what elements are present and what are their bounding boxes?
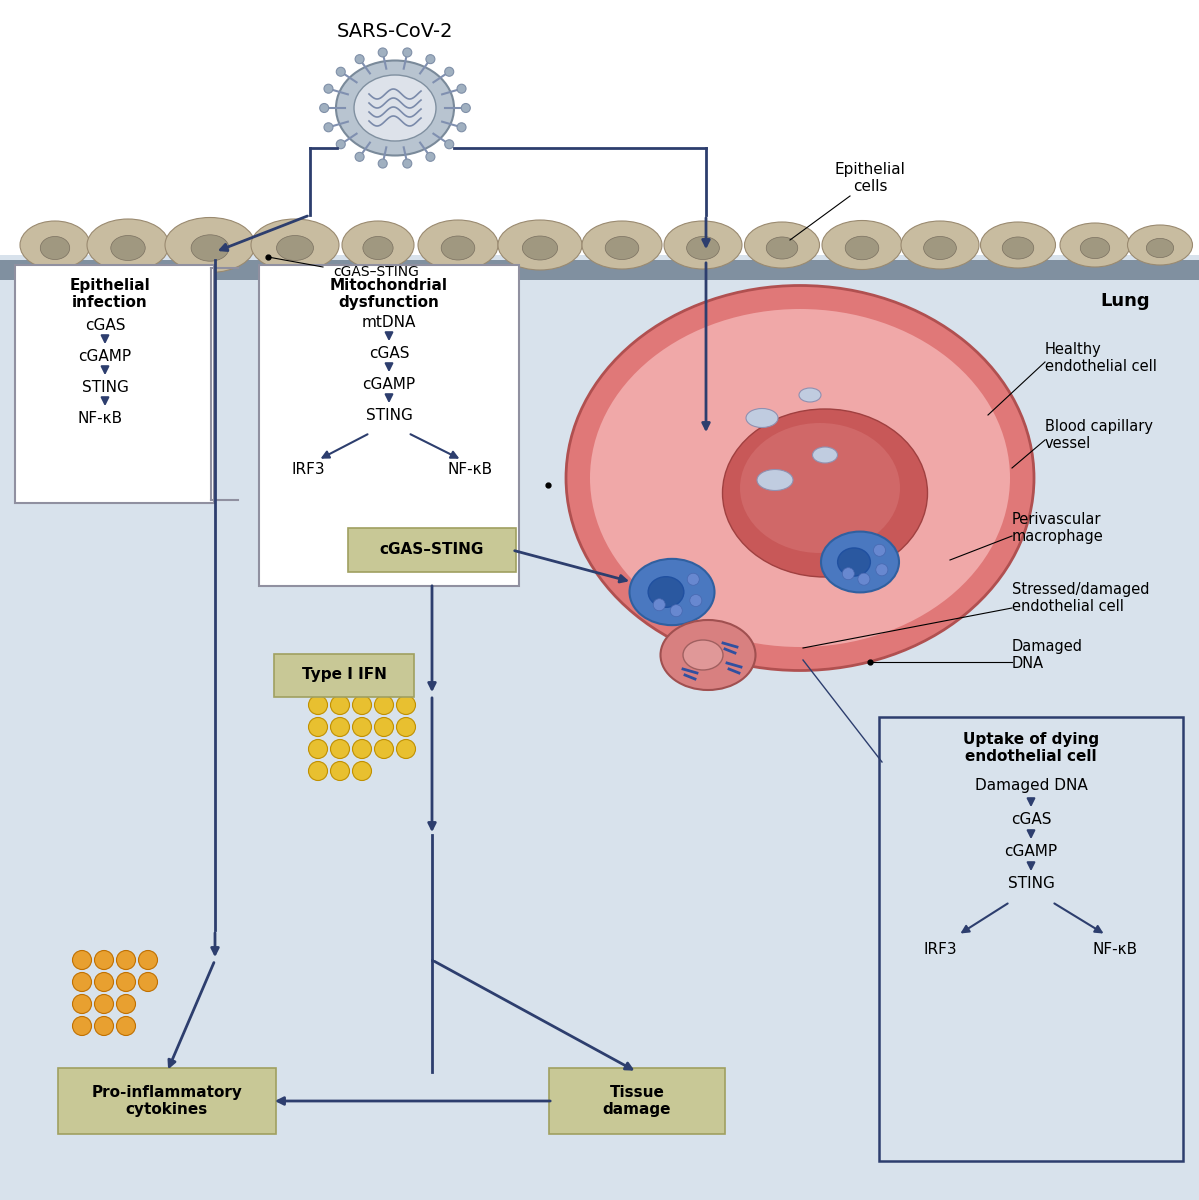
Ellipse shape — [745, 222, 819, 268]
Ellipse shape — [757, 469, 793, 491]
Circle shape — [457, 84, 466, 94]
Circle shape — [331, 718, 349, 737]
Circle shape — [353, 696, 372, 714]
Circle shape — [378, 48, 387, 56]
Ellipse shape — [191, 235, 229, 262]
Text: cGAS–STING: cGAS–STING — [333, 265, 418, 278]
Text: NF-κB: NF-κB — [78, 410, 122, 426]
Circle shape — [331, 696, 349, 714]
Circle shape — [72, 972, 91, 991]
Circle shape — [324, 84, 333, 94]
Ellipse shape — [838, 548, 870, 576]
Ellipse shape — [354, 74, 436, 140]
Ellipse shape — [88, 218, 169, 271]
Ellipse shape — [1146, 239, 1174, 258]
FancyBboxPatch shape — [58, 1068, 276, 1134]
Circle shape — [426, 152, 435, 161]
Text: Perivascular
macrophage: Perivascular macrophage — [1012, 511, 1104, 545]
Ellipse shape — [1060, 223, 1129, 266]
Circle shape — [653, 599, 665, 611]
Circle shape — [355, 55, 364, 64]
Circle shape — [445, 139, 453, 149]
Circle shape — [95, 995, 114, 1014]
Text: IRF3: IRF3 — [923, 942, 957, 958]
Text: Epithelial
cells: Epithelial cells — [835, 162, 905, 194]
FancyBboxPatch shape — [0, 260, 1199, 280]
Ellipse shape — [251, 218, 339, 271]
Text: IRF3: IRF3 — [291, 462, 325, 476]
Text: Type I IFN: Type I IFN — [302, 667, 386, 683]
Circle shape — [336, 67, 345, 77]
Circle shape — [116, 950, 135, 970]
Text: cGAS: cGAS — [1011, 812, 1052, 827]
Circle shape — [397, 718, 416, 737]
Ellipse shape — [664, 221, 742, 269]
Circle shape — [72, 950, 91, 970]
Ellipse shape — [363, 236, 393, 259]
Ellipse shape — [687, 236, 719, 259]
Ellipse shape — [923, 236, 957, 259]
Text: cGAMP: cGAMP — [1005, 844, 1058, 859]
Text: Pro-inflammatory
cytokines: Pro-inflammatory cytokines — [91, 1085, 242, 1117]
Circle shape — [843, 568, 855, 580]
Circle shape — [426, 55, 435, 64]
Circle shape — [139, 950, 157, 970]
Circle shape — [336, 139, 345, 149]
FancyBboxPatch shape — [549, 1068, 725, 1134]
Ellipse shape — [336, 60, 454, 156]
Ellipse shape — [523, 236, 558, 260]
Ellipse shape — [799, 388, 821, 402]
Circle shape — [689, 594, 701, 606]
Circle shape — [403, 48, 411, 56]
FancyBboxPatch shape — [0, 254, 1199, 1200]
FancyBboxPatch shape — [275, 654, 414, 697]
Circle shape — [378, 160, 387, 168]
Text: NF-κB: NF-κB — [447, 462, 493, 476]
Circle shape — [353, 739, 372, 758]
Text: STING: STING — [1007, 876, 1054, 890]
Ellipse shape — [441, 236, 475, 260]
Circle shape — [308, 739, 327, 758]
Ellipse shape — [661, 620, 755, 690]
Ellipse shape — [590, 308, 1010, 647]
Ellipse shape — [41, 236, 70, 259]
Text: Uptake of dying
endothelial cell: Uptake of dying endothelial cell — [963, 732, 1099, 764]
Circle shape — [331, 739, 349, 758]
Ellipse shape — [723, 409, 928, 577]
Ellipse shape — [110, 235, 145, 260]
Circle shape — [139, 972, 157, 991]
Circle shape — [95, 972, 114, 991]
Circle shape — [397, 696, 416, 714]
Text: cGAS–STING: cGAS–STING — [380, 542, 484, 558]
Ellipse shape — [683, 640, 723, 670]
Circle shape — [374, 696, 393, 714]
Circle shape — [331, 762, 349, 780]
Circle shape — [355, 152, 364, 161]
Circle shape — [308, 762, 327, 780]
Ellipse shape — [981, 222, 1055, 268]
Text: STING: STING — [82, 380, 128, 395]
Text: Damaged
DNA: Damaged DNA — [1012, 638, 1083, 671]
Ellipse shape — [1002, 236, 1034, 259]
Circle shape — [403, 160, 411, 168]
Circle shape — [308, 718, 327, 737]
Circle shape — [95, 950, 114, 970]
Text: Blood capillary
vessel: Blood capillary vessel — [1046, 419, 1153, 451]
Circle shape — [116, 995, 135, 1014]
Circle shape — [462, 103, 470, 113]
Circle shape — [374, 739, 393, 758]
Text: Stressed/damaged
endothelial cell: Stressed/damaged endothelial cell — [1012, 582, 1150, 614]
Ellipse shape — [766, 236, 797, 259]
Circle shape — [116, 1016, 135, 1036]
Ellipse shape — [740, 422, 900, 553]
Text: Mitochondrial
dysfunction: Mitochondrial dysfunction — [330, 278, 448, 311]
Ellipse shape — [277, 235, 313, 260]
Ellipse shape — [845, 236, 879, 259]
Ellipse shape — [1080, 238, 1110, 258]
Circle shape — [687, 574, 699, 586]
Text: Damaged DNA: Damaged DNA — [975, 778, 1087, 793]
Circle shape — [858, 574, 870, 586]
Ellipse shape — [605, 236, 639, 259]
FancyBboxPatch shape — [259, 265, 519, 586]
